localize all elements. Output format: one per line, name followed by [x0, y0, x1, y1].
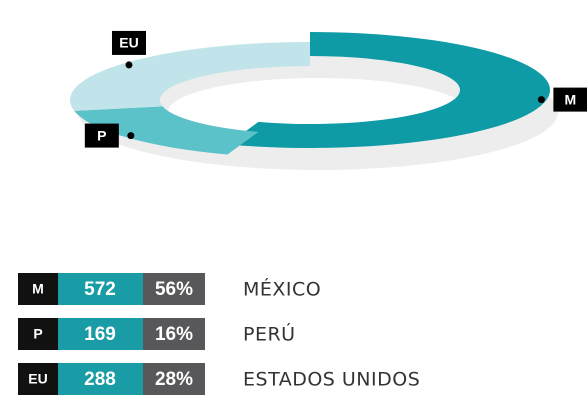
label-dot	[125, 61, 133, 69]
legend-value: 572	[84, 279, 116, 300]
legend-share: 16%	[155, 324, 193, 345]
legend-value-box	[58, 363, 143, 395]
legend-share: 56%	[155, 279, 193, 300]
legend-name: PERÚ	[243, 322, 296, 346]
legend-value-box	[58, 273, 143, 305]
label-dot	[127, 132, 135, 140]
legend-code: M	[32, 281, 44, 297]
legend-value-box	[58, 318, 143, 350]
label-box	[111, 30, 146, 55]
legend-name: ESTADOS UNIDOS	[243, 369, 420, 391]
legend-share-box	[143, 363, 205, 395]
legend-value: 288	[84, 369, 116, 390]
segment-label: P	[97, 127, 106, 143]
legend-share: 28%	[155, 369, 193, 390]
legend-code: EU	[28, 371, 47, 387]
legend-name: MÉXICO	[243, 278, 321, 301]
label-box	[84, 123, 119, 148]
legend-share-box	[143, 318, 205, 350]
legend-code-box	[18, 318, 58, 350]
legend-code: P	[33, 326, 42, 342]
donut-segment	[69, 41, 310, 111]
donut-segment	[74, 106, 259, 155]
legend-value: 169	[84, 324, 116, 345]
segment-label: EU	[119, 35, 138, 51]
legend-code-box	[18, 273, 58, 305]
label-box	[553, 87, 587, 112]
legend-code-box	[18, 363, 58, 395]
donut-segment	[227, 32, 551, 149]
legend-share-box	[143, 273, 205, 305]
segment-label: M	[565, 91, 577, 107]
label-dot	[537, 96, 545, 104]
